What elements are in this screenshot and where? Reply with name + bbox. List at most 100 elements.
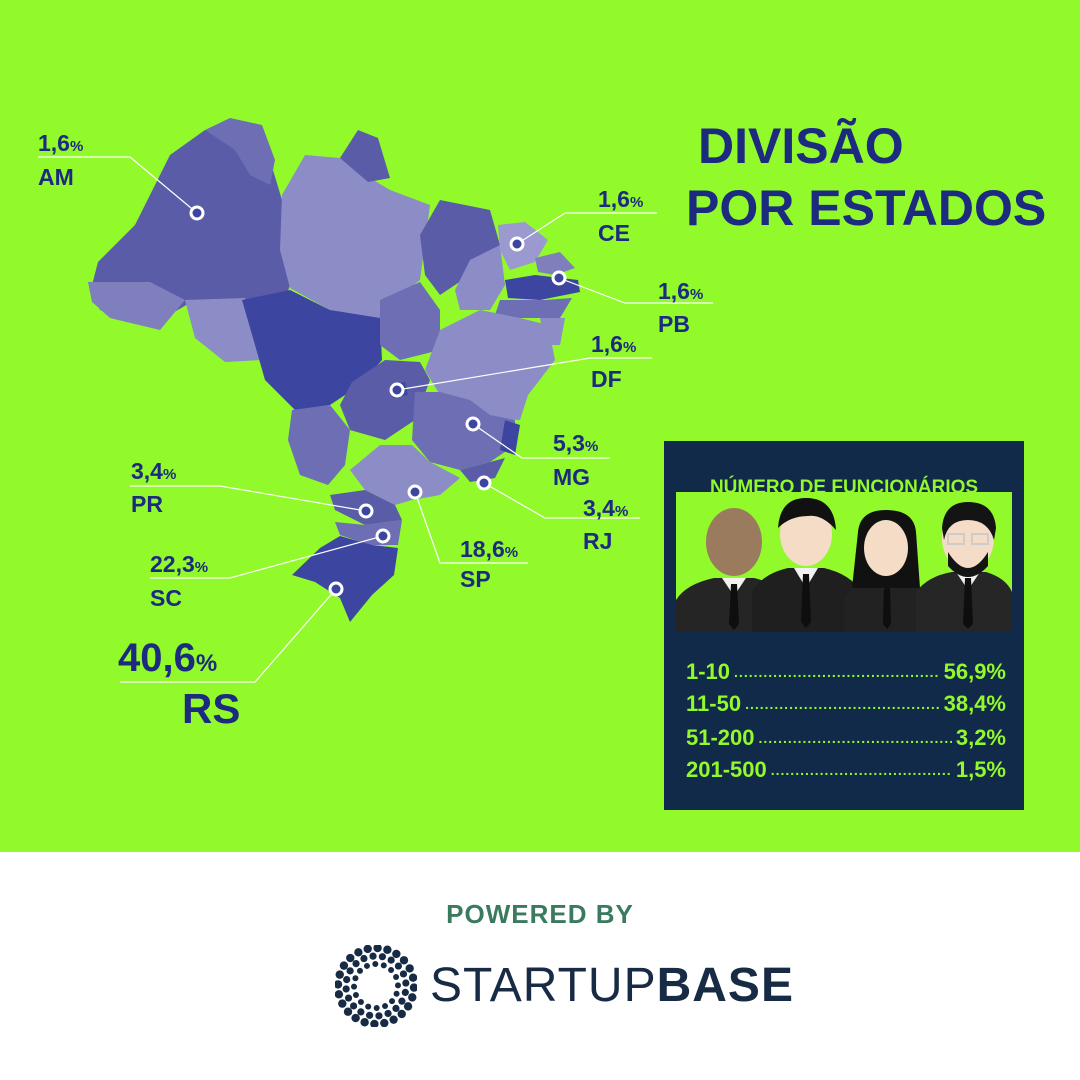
logo-dot <box>394 982 401 989</box>
state-label-pb: PB <box>658 311 690 337</box>
state-mg <box>412 392 515 470</box>
marker-mg <box>465 416 481 432</box>
title-line-1: DIVISÃO <box>698 118 904 174</box>
logo-dot <box>382 1003 389 1010</box>
state-label-ce: CE <box>598 220 630 246</box>
logo-dot <box>338 999 347 1008</box>
leader-mg <box>472 423 610 459</box>
logo-dot <box>380 1018 389 1027</box>
logo-dot <box>373 1004 380 1011</box>
marker-ce <box>509 236 525 252</box>
person-3 <box>844 510 928 632</box>
logo-dot <box>360 1018 369 1027</box>
state-pa <box>280 155 430 320</box>
leader-sc <box>150 535 384 579</box>
marker-sc <box>375 528 391 544</box>
value-rs: 40,6% <box>118 636 218 680</box>
state-ro <box>185 298 262 362</box>
state-pe <box>495 298 572 318</box>
state-ba <box>425 310 555 420</box>
logo-dot <box>389 998 396 1005</box>
logo-dot <box>369 952 377 960</box>
leader-pr <box>130 485 367 512</box>
employee-row: 1-10 ...................................… <box>686 657 1006 687</box>
logo-dot <box>342 985 350 993</box>
logo-dot <box>392 949 401 959</box>
title-line-2: POR ESTADOS <box>686 180 1047 236</box>
value-mg: 5,3% <box>553 430 599 456</box>
state-label-rj: RJ <box>583 528 613 554</box>
employee-range: 11-50 <box>686 691 742 716</box>
logo-dot <box>360 954 368 963</box>
state-ac <box>88 282 185 330</box>
state-label-rs: RS <box>182 685 241 732</box>
logo-dot <box>405 964 414 973</box>
powered-by-label: POWERED BY <box>446 899 634 929</box>
state-rs <box>292 536 398 622</box>
leader-pb <box>558 277 713 304</box>
logo-dot <box>356 967 363 974</box>
employee-panel: NÚMERO DE FUNCIONÁRIOS 1-10 ............… <box>664 441 1024 810</box>
logo-dot <box>375 1012 383 1020</box>
logo-dot <box>372 961 379 968</box>
marker-df <box>389 382 405 398</box>
person-4 <box>916 502 1012 632</box>
dot-leader: ........................................… <box>734 664 940 680</box>
state-sp <box>350 445 460 505</box>
state-ms <box>288 405 350 485</box>
state-rn <box>535 252 575 275</box>
state-pb <box>505 275 580 300</box>
state-label-sc: SC <box>150 585 182 611</box>
logo-dot <box>335 970 344 979</box>
logo-dot <box>383 945 392 954</box>
value-df: 1,6% <box>591 331 637 357</box>
state-to <box>380 282 440 360</box>
marker-pb <box>551 270 567 286</box>
logo-dot <box>363 945 372 954</box>
logo-dot <box>351 1013 360 1023</box>
state-label-pr: PR <box>131 491 163 517</box>
leader-sp <box>414 491 528 564</box>
employee-panel-title: NÚMERO DE FUNCIONÁRIOS <box>709 477 979 498</box>
logo-dot <box>346 953 355 963</box>
logo-dot <box>335 990 344 999</box>
dot-leader: ........................................… <box>770 762 952 778</box>
logo-dot <box>408 993 417 1002</box>
person-2 <box>752 498 862 632</box>
state-rj <box>460 458 505 482</box>
logo-dot <box>343 976 351 984</box>
marker-rj <box>476 475 492 491</box>
logo-dot <box>394 962 403 970</box>
logo-dot <box>344 994 353 1002</box>
logo-dot <box>351 983 358 990</box>
logo-dot <box>408 973 417 982</box>
state-ap <box>340 130 390 182</box>
employee-range: 1-10 <box>686 659 731 684</box>
logo-dot <box>373 945 382 953</box>
logo-dot <box>357 999 364 1006</box>
employees-illustration <box>676 492 1012 632</box>
logo-dot <box>398 997 406 1005</box>
logo-dot <box>399 970 408 978</box>
leader-rj <box>483 482 640 519</box>
marker-rs <box>328 581 344 597</box>
state-am <box>92 125 300 326</box>
state-label-sp: SP <box>460 566 491 592</box>
state-ma <box>420 200 500 295</box>
logo-dot <box>363 962 370 969</box>
leader-lines <box>38 156 713 683</box>
value-sc: 22,3% <box>150 551 209 577</box>
dot-leader: ........................................… <box>758 730 952 746</box>
employee-row: 201-500 ................................… <box>686 755 1006 785</box>
employee-range: 51-200 <box>686 725 755 750</box>
logo-dot <box>335 980 343 989</box>
leader-df <box>396 357 652 391</box>
logo-dot <box>339 961 349 970</box>
logo-dot <box>388 966 395 973</box>
value-ce: 1,6% <box>598 186 644 212</box>
value-am: 1,6% <box>38 130 84 156</box>
logo-dot <box>352 975 359 982</box>
marker-pr <box>358 503 374 519</box>
state-pi <box>455 245 505 310</box>
